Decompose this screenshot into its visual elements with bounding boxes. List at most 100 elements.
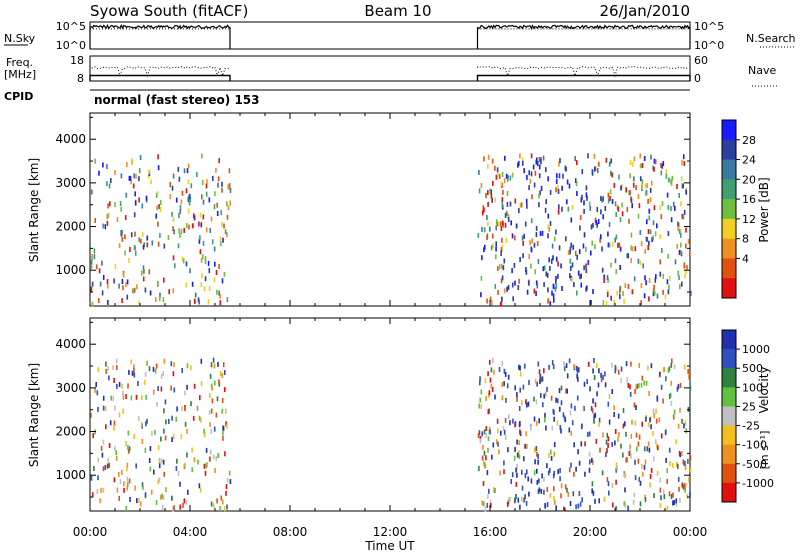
scatter-point	[652, 235, 654, 241]
scatter-point	[666, 478, 668, 484]
scatter-point	[152, 366, 155, 372]
scatter-point	[601, 267, 604, 273]
scatter-point	[648, 447, 651, 453]
scatter-point	[582, 243, 585, 249]
scatter-point	[97, 406, 99, 412]
scatter-point	[655, 274, 657, 280]
scatter-point	[501, 197, 504, 203]
scatter-point	[213, 426, 216, 432]
scatter-point	[148, 169, 150, 175]
scatter-point	[576, 290, 578, 296]
scatter-point	[98, 170, 100, 176]
scatter-point	[607, 192, 610, 198]
scatter-point	[553, 442, 556, 448]
scatter-point	[606, 275, 609, 281]
scatter-point	[639, 176, 642, 182]
scatter-point	[588, 431, 591, 437]
scatter-point	[608, 393, 611, 399]
scatter-point	[635, 432, 638, 438]
nsky-line	[89, 23, 231, 49]
scatter-point	[498, 449, 500, 455]
scatter-point	[190, 401, 192, 407]
scatter-point	[210, 428, 212, 434]
scatter-point	[519, 387, 521, 393]
scatter-point	[586, 379, 588, 385]
scatter-point	[681, 418, 683, 424]
scatter-point	[504, 222, 507, 228]
scatter-point	[682, 484, 685, 490]
scatter-point	[578, 249, 581, 255]
scatter-point	[648, 391, 650, 396]
scatter-point	[634, 475, 637, 481]
scatter-point	[128, 478, 131, 484]
scatter-point	[125, 506, 127, 511]
scatter-point	[676, 462, 678, 468]
scatter-point	[163, 277, 165, 283]
scatter-point	[675, 439, 677, 445]
scatter-point	[557, 261, 559, 267]
scatter-point	[530, 425, 532, 431]
scatter-point	[561, 185, 563, 191]
scatter-point	[528, 380, 530, 385]
scatter-point	[210, 449, 212, 455]
scatter-point	[193, 457, 196, 463]
scatter-point	[608, 222, 611, 228]
scatter-point	[91, 301, 94, 307]
scatter-point	[583, 232, 586, 238]
scatter-point	[199, 487, 202, 493]
y-tick-label: 1000	[55, 468, 86, 482]
scatter-point	[114, 170, 116, 176]
scatter-point	[490, 245, 493, 251]
scatter-point	[530, 247, 533, 253]
scatter-point	[672, 500, 674, 506]
scatter-point	[547, 233, 549, 239]
scatter-point	[193, 383, 196, 389]
scatter-point	[611, 199, 614, 204]
scatter-point	[92, 433, 94, 439]
scatter-point	[638, 434, 641, 440]
scatter-point	[208, 410, 211, 416]
scatter-point	[597, 382, 600, 388]
scatter-point	[226, 504, 228, 510]
scatter-point	[528, 491, 530, 497]
scatter-point	[130, 157, 133, 163]
scatter-point	[634, 389, 636, 394]
scatter-point	[573, 442, 575, 448]
scatter-point	[680, 176, 683, 182]
scatter-point	[94, 387, 96, 393]
scatter-point	[653, 493, 655, 498]
scatter-point	[587, 431, 589, 437]
scatter-point	[226, 201, 228, 207]
scatter-point	[687, 369, 689, 375]
scatter-point	[662, 289, 664, 295]
scatter-point	[181, 368, 183, 373]
scatter-point	[97, 457, 100, 463]
scatter-point	[511, 282, 514, 288]
scatter-point	[620, 443, 622, 449]
scatter-point	[185, 499, 188, 505]
scatter-point	[548, 226, 551, 232]
scatter-point	[582, 405, 585, 411]
scatter-point	[121, 383, 123, 389]
scatter-point	[133, 212, 136, 218]
scatter-point	[126, 476, 129, 482]
scatter-point	[501, 360, 504, 366]
scatter-point	[684, 460, 686, 466]
scatter-point	[191, 281, 194, 287]
scatter-point	[540, 376, 542, 382]
scatter-point	[202, 240, 205, 246]
scatter-point	[120, 230, 122, 236]
scatter-point	[209, 422, 211, 427]
scatter-point	[523, 497, 525, 503]
scatter-point	[177, 471, 180, 476]
scatter-point	[508, 497, 510, 503]
scatter-point	[539, 231, 542, 237]
scatter-point	[680, 242, 682, 248]
scatter-point	[126, 466, 128, 472]
power-scatter	[90, 153, 692, 307]
scatter-point	[537, 459, 539, 465]
scatter-point	[96, 489, 99, 494]
scatter-point	[171, 211, 173, 217]
scatter-point	[639, 163, 642, 169]
